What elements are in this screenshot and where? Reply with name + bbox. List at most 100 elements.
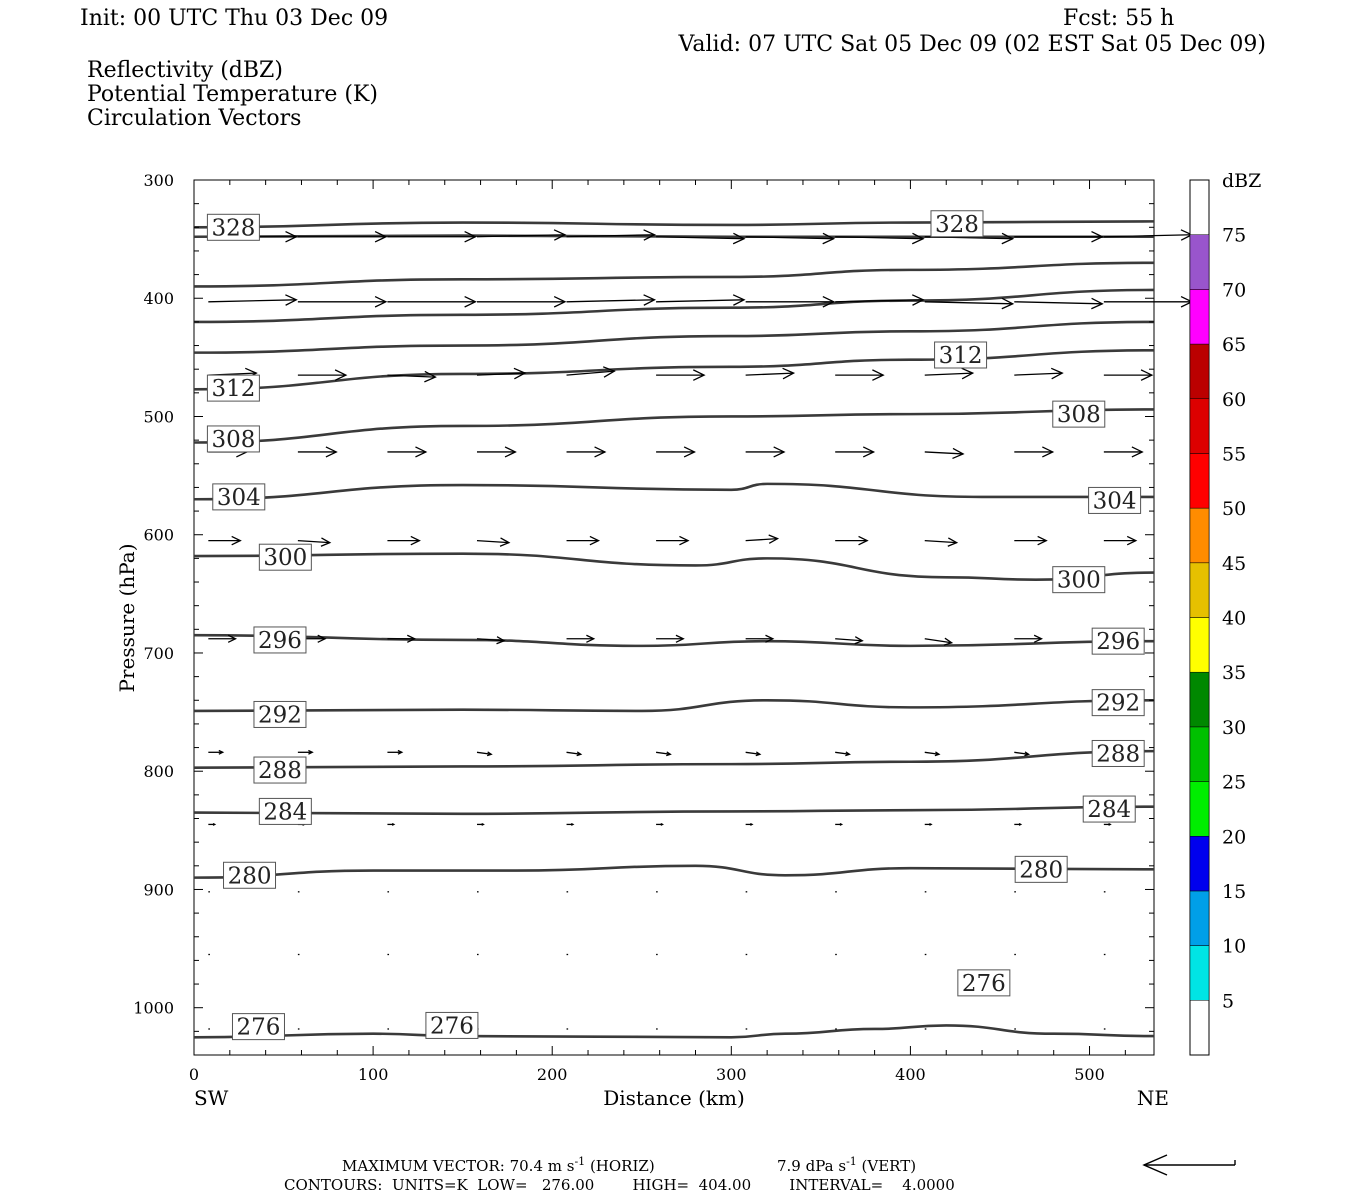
x-tick-label: 0 <box>189 1065 199 1084</box>
plot-frame <box>193 179 1155 1056</box>
vector-arrowhead <box>1024 751 1031 757</box>
vector-arrowhead <box>407 634 417 643</box>
vector-arrowhead <box>911 294 925 306</box>
theta-contour-line <box>193 698 1155 713</box>
circulation-vector <box>924 751 940 755</box>
vector-arrowhead <box>589 535 601 546</box>
colorbar-level-label: 65 <box>1222 334 1246 356</box>
forecast-hour: Fcst: 55 h <box>1063 6 1174 31</box>
theta-contour-line <box>193 234 1154 239</box>
y-axis-ticks: 300 400 500 600 700 800 900 1000 <box>133 171 1154 1032</box>
vector-arrowhead <box>1108 823 1112 826</box>
vector-arrowhead <box>481 823 485 826</box>
circulation-vector <box>745 751 760 755</box>
vector-arrowhead <box>854 636 864 645</box>
theta-contour-line <box>193 749 1155 769</box>
contour-label: 328 <box>211 215 255 241</box>
colorbar-level-label: 55 <box>1222 443 1246 465</box>
contour-labels: 328 328 312 312 308 308 304 304 300 300 296 296 292 2… <box>206 210 1145 1041</box>
colorbar-level-label: 20 <box>1222 826 1246 848</box>
contour-label: 292 <box>258 702 302 728</box>
contour-label: 304 <box>1093 488 1137 514</box>
vector-arrowhead <box>952 447 965 460</box>
circulation-vector <box>476 539 509 544</box>
contour-label-box <box>253 626 307 654</box>
circulation-vector <box>656 299 745 303</box>
vector-arrowhead <box>218 749 225 755</box>
y-tick-label: 400 <box>143 289 174 308</box>
contour-label-box <box>231 1013 285 1041</box>
contour-label-box <box>206 374 260 402</box>
colorbar-segment <box>1189 507 1210 564</box>
vector-arrowhead <box>1001 232 1015 245</box>
contour-label-box <box>258 543 312 571</box>
theta-contour-line <box>193 220 1155 229</box>
contour-label: 312 <box>211 376 255 402</box>
x-tick-label: 400 <box>895 1065 926 1084</box>
vector-arrowhead <box>845 751 851 757</box>
vector-arrowhead <box>308 749 314 755</box>
reflectivity-colorbar: 5 10 15 20 25 30 35 40 45 50 55 60 65 70 75 <box>1189 179 1246 1056</box>
vector-arrowhead <box>1050 367 1064 380</box>
field-circulation-vectors: Circulation Vectors <box>87 106 301 131</box>
vector-arrowhead <box>750 823 754 826</box>
contour-label-box <box>223 861 277 889</box>
vector-arrowhead <box>499 537 511 547</box>
contour-label: 280 <box>1019 857 1063 883</box>
theta-contour-line <box>193 320 1155 354</box>
vector-arrowhead <box>553 229 567 241</box>
colorbar-level-label: 25 <box>1222 772 1246 794</box>
vector-arrowhead <box>576 751 583 757</box>
circulation-vector <box>835 236 924 240</box>
colorbar-segment <box>1189 781 1210 837</box>
theta-contour-line <box>193 633 1155 648</box>
vector-arrowhead <box>911 232 925 245</box>
vector-arrowhead <box>602 366 616 378</box>
vector-arrowhead <box>934 751 941 757</box>
vector-arrowhead <box>1091 230 1104 243</box>
theta-contour-line <box>193 805 1155 816</box>
y-tick-label: 1000 <box>133 999 174 1018</box>
vector-arrowhead <box>1140 369 1154 381</box>
circulation-vector <box>924 638 952 644</box>
x-tick-label: 100 <box>358 1065 389 1084</box>
circulation-vector <box>566 234 655 238</box>
theta-contour-line <box>193 261 1155 288</box>
vector-arrowhead <box>334 369 348 381</box>
circulation-vector <box>924 301 1013 305</box>
vector-arrowhead <box>822 295 836 308</box>
theta-contour-line <box>193 348 1155 391</box>
vector-arrowhead <box>464 295 477 308</box>
colorbar-level-label: 60 <box>1222 389 1246 411</box>
theta-contour-line <box>193 864 1155 879</box>
contour-label: 284 <box>263 799 307 825</box>
vector-arrowhead <box>317 634 327 643</box>
colorbar-level-label: 5 <box>1222 990 1234 1012</box>
theta-contour-line <box>193 288 1155 324</box>
circulation-vector <box>1014 301 1103 305</box>
contour-label-box <box>1052 400 1106 428</box>
circulation-vector <box>924 372 973 376</box>
colorbar-segment <box>1189 836 1210 892</box>
contour-label-box <box>425 1011 479 1039</box>
x-axis-ticks: 0 100 200 300 400 500 <box>189 180 1126 1084</box>
contour-label-box <box>206 425 260 453</box>
vector-arrowhead <box>679 535 690 546</box>
circulation-vector <box>208 299 297 303</box>
y-tick-label: 300 <box>143 171 174 190</box>
circulation-vector <box>566 751 581 755</box>
vector-arrowhead <box>732 232 746 245</box>
colorbar-level-label: 40 <box>1222 608 1246 630</box>
contour-label: 284 <box>1087 797 1131 823</box>
vector-arrowhead <box>1001 297 1015 310</box>
colorbar-segment <box>1189 671 1210 728</box>
vector-arrowhead <box>947 537 959 547</box>
vector-arrowhead <box>594 446 607 458</box>
vector-arrowhead <box>504 446 517 458</box>
vector-arrowhead <box>768 534 780 544</box>
colorbar-segment <box>1189 343 1210 399</box>
colorbar-segment <box>1189 617 1210 673</box>
vector-arrowhead <box>683 446 696 458</box>
max-vector-vert-text: 7.9 dPa s-1 (VERT) <box>777 1155 916 1175</box>
colorbar-level-label: 10 <box>1222 936 1246 958</box>
